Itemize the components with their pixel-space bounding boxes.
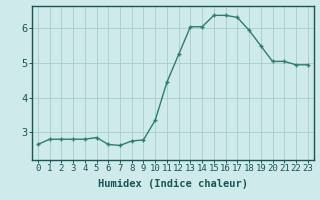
X-axis label: Humidex (Indice chaleur): Humidex (Indice chaleur)	[98, 179, 248, 189]
